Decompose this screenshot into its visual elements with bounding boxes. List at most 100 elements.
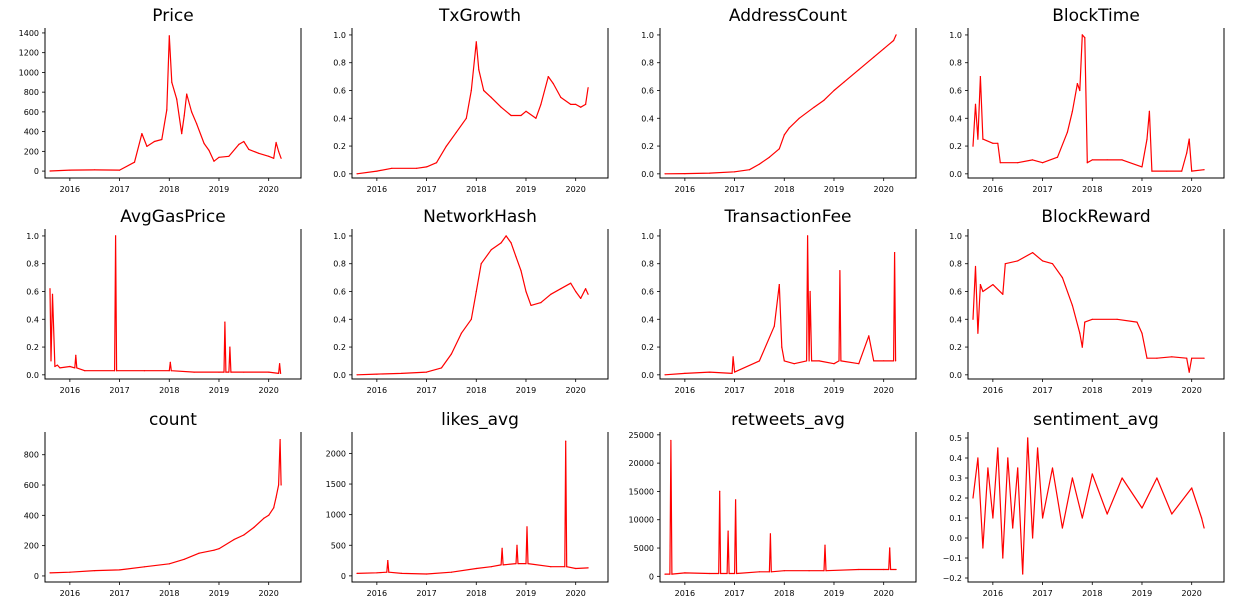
- data-point: [1042, 517, 1044, 519]
- data-point: [1071, 304, 1073, 306]
- y-tick-label: 25000: [629, 431, 654, 440]
- data-point: [54, 365, 56, 368]
- data-point: [278, 484, 280, 486]
- data-point: [977, 457, 979, 459]
- data-point: [873, 360, 875, 362]
- data-point: [1051, 263, 1054, 265]
- y-tick-label: 1000: [19, 68, 39, 77]
- data-point: [1051, 467, 1054, 469]
- data-point: [858, 69, 860, 71]
- data-point: [1121, 477, 1123, 479]
- data-point: [566, 566, 568, 568]
- y-tick-label: 1.0: [949, 31, 962, 40]
- data-point: [727, 530, 729, 532]
- data-point: [376, 170, 378, 172]
- x-tick-label: 2019: [1132, 589, 1152, 598]
- data-point: [889, 547, 891, 549]
- data-point: [401, 572, 403, 575]
- y-tick-label: 0.4: [641, 315, 654, 324]
- data-point: [783, 360, 785, 362]
- chart-panel: AvgGasPrice 2016 2017 2018 2019 2020 0.0 0.2 0.4…: [26, 207, 302, 395]
- x-tick-label: 2018: [159, 386, 179, 395]
- data-point: [1081, 517, 1083, 519]
- y-tick-label: 2000: [326, 449, 346, 458]
- x-tick-label: 2017: [109, 386, 129, 395]
- data-point: [450, 353, 452, 355]
- data-point: [873, 56, 875, 58]
- data-point: [386, 571, 388, 573]
- y-tick-label: 15000: [629, 487, 654, 496]
- data-point: [758, 163, 761, 165]
- data-point: [808, 360, 810, 362]
- data-point: [1136, 321, 1138, 323]
- y-tick-label: 0.8: [641, 59, 654, 68]
- chart-panel: sentiment_avg 2016 2017 2018 2019 2020 −0.2 −0.…: [943, 410, 1225, 598]
- data-point: [1091, 473, 1093, 475]
- data-point: [475, 290, 477, 293]
- data-point: [813, 106, 815, 108]
- y-tick-label: 800: [24, 88, 39, 97]
- data-point: [664, 173, 666, 175]
- data-point: [1012, 527, 1014, 529]
- data-point: [500, 564, 502, 566]
- data-point: [890, 568, 892, 571]
- x-tick-label: 2017: [109, 185, 129, 194]
- chart-panel: BlockReward 2016 2017 2018 2019 2020 0.0 0.2 0.4…: [949, 207, 1225, 395]
- y-tick-label: −0.2: [943, 574, 962, 583]
- data-point: [580, 106, 582, 108]
- chart-title: NetworkHash: [423, 207, 537, 227]
- y-tick-label: 0.6: [641, 87, 654, 96]
- y-tick-label: 1.0: [949, 232, 962, 241]
- data-point: [894, 252, 896, 254]
- data-point: [525, 290, 527, 293]
- data-point: [883, 568, 885, 571]
- data-point: [183, 558, 185, 560]
- data-point: [279, 439, 281, 441]
- y-tick-label: 0.4: [333, 315, 346, 324]
- x-tick-label: 2019: [516, 589, 536, 598]
- data-point: [719, 490, 721, 492]
- data-point: [520, 270, 522, 272]
- x-tick-label: 2018: [466, 386, 486, 395]
- data-point: [893, 360, 895, 362]
- data-point: [778, 284, 780, 286]
- data-point: [356, 374, 358, 376]
- data-point: [1032, 537, 1034, 539]
- x-tick-label: 2020: [259, 589, 279, 598]
- data-point: [143, 370, 145, 372]
- x-tick-label: 2019: [516, 185, 536, 194]
- data-point: [825, 570, 827, 572]
- data-point: [1081, 346, 1083, 348]
- x-tick-label: 2019: [516, 386, 536, 395]
- data-point: [69, 365, 71, 368]
- axis-spine: [351, 432, 609, 583]
- data-point: [517, 563, 519, 565]
- data-point: [525, 563, 527, 565]
- data-point: [76, 367, 78, 369]
- data-point: [280, 157, 282, 159]
- y-tick-label: 1000: [326, 511, 346, 520]
- data-point: [1071, 110, 1073, 112]
- axis-spine: [351, 229, 609, 380]
- data-point: [119, 169, 121, 171]
- data-point: [213, 549, 215, 551]
- data-point: [565, 440, 567, 442]
- y-tick-label: 5000: [634, 544, 654, 553]
- data-point: [275, 141, 277, 144]
- data-point: [268, 155, 270, 157]
- y-tick-label: 600: [24, 108, 39, 117]
- axis-spine: [967, 28, 1225, 179]
- data-point: [1079, 89, 1081, 92]
- x-tick-label: 2020: [259, 185, 279, 194]
- data-point: [1201, 517, 1203, 519]
- y-tick-label: 1.0: [641, 31, 654, 40]
- data-point: [268, 514, 270, 516]
- data-point: [811, 360, 813, 362]
- data-point: [218, 371, 220, 373]
- x-tick-label: 2017: [724, 589, 744, 598]
- data-point: [119, 569, 121, 571]
- data-point: [664, 573, 666, 575]
- data-point: [116, 370, 118, 372]
- data-point: [731, 372, 733, 374]
- y-tick-label: −0.1: [943, 554, 962, 563]
